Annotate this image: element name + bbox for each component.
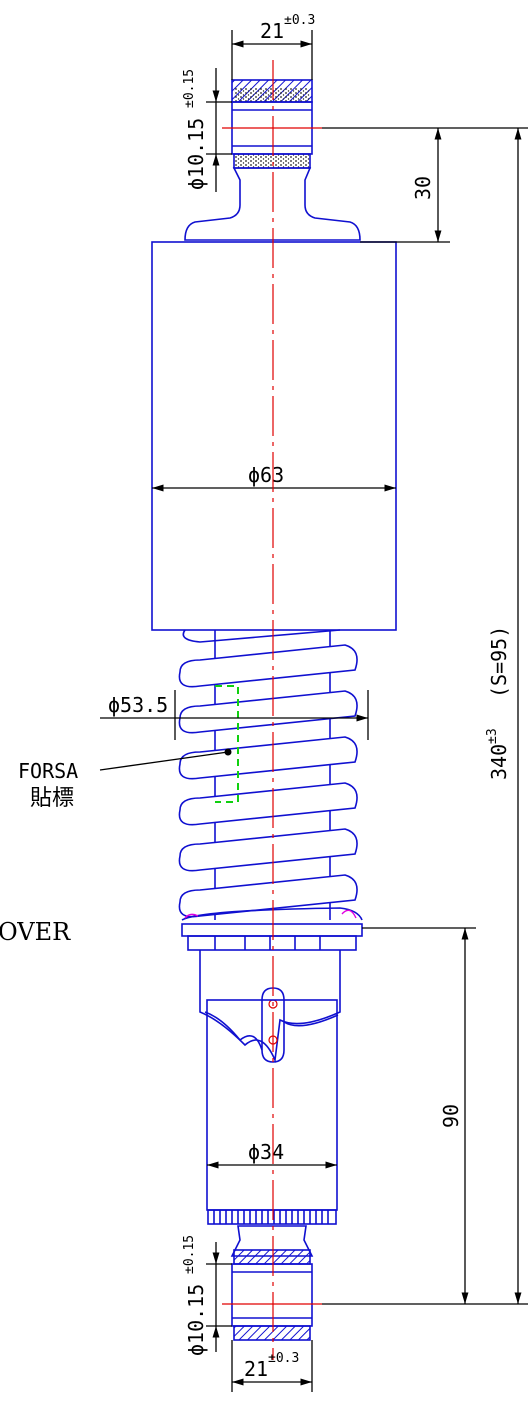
stroke-label: (S=95) bbox=[487, 626, 511, 698]
bottom-eye-width: 21 bbox=[244, 1357, 268, 1381]
body-diameter-label: ϕ34 bbox=[248, 1140, 284, 1164]
lower-tube bbox=[206, 999, 338, 1211]
main-cylinder bbox=[151, 241, 397, 631]
sticker-outline bbox=[215, 685, 239, 803]
bottom-eye bbox=[230, 1225, 314, 1341]
bottom-eye-width-tol: ±0.3 bbox=[268, 1351, 299, 1366]
knurled-cap bbox=[207, 1209, 337, 1225]
total-length-label: 340 bbox=[487, 744, 511, 780]
top-eye-width-tol: ±0.3 bbox=[284, 13, 315, 28]
total-length-tol: ±3 bbox=[485, 728, 500, 744]
spring-seat bbox=[181, 907, 363, 951]
bottom-bore-label: ϕ10.15 bbox=[184, 1284, 208, 1356]
sticker-brand: FORSA bbox=[18, 759, 78, 783]
top-eye bbox=[184, 79, 361, 241]
cover-text: OVER bbox=[0, 918, 71, 946]
bottom-bore-tol: ±0.15 bbox=[182, 1235, 197, 1274]
knurl-lines bbox=[213, 1210, 329, 1224]
sticker-leader bbox=[99, 751, 229, 771]
top-offset-label: 30 bbox=[411, 176, 435, 200]
coil-spring bbox=[178, 629, 358, 920]
lower-offset-label: 90 bbox=[439, 1104, 463, 1128]
top-bore-tol: ±0.15 bbox=[182, 69, 197, 108]
sticker-text: 貼標 bbox=[30, 786, 74, 811]
cylinder-diameter-label: ϕ63 bbox=[248, 463, 284, 487]
spring-diameter-label: ϕ53.5 bbox=[108, 693, 168, 717]
top-eye-width: 21 bbox=[260, 19, 284, 43]
top-bore-label: ϕ10.15 bbox=[184, 118, 208, 190]
mount-slot bbox=[261, 987, 285, 1063]
lower-body bbox=[199, 950, 341, 1064]
